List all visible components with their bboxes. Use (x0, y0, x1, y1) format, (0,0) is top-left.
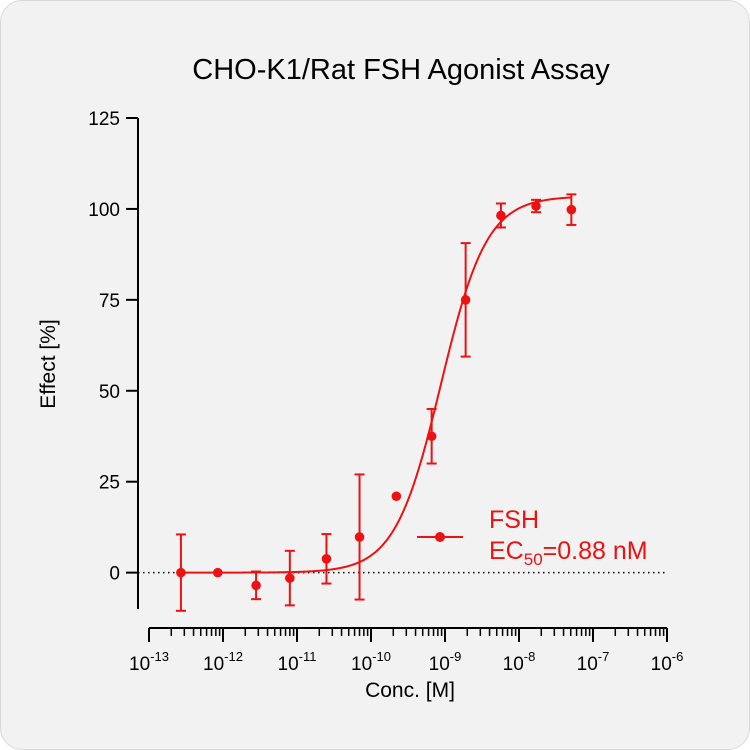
x-tick-base: 10 (503, 654, 524, 675)
data-point (496, 210, 506, 221)
ec50-value: =0.88 nM (543, 537, 648, 565)
data-point (391, 491, 402, 502)
y-tick-label: 100 (88, 200, 120, 221)
x-tick-exponent: -12 (224, 649, 243, 664)
y-tick-label: 0 (109, 564, 120, 585)
x-tick-base: 10 (651, 654, 672, 675)
x-tick-base: 10 (129, 654, 150, 675)
legend: FSH EC50=0.88 nM (417, 506, 648, 569)
x-tick-label: 10-13 (129, 649, 169, 675)
chart-title: CHO-K1/Rat FSH Agonist Assay (192, 54, 610, 86)
x-tick-base: 10 (203, 654, 224, 675)
ec50-prefix: EC (489, 537, 524, 565)
data-point (566, 204, 577, 215)
ec50-subscript: 50 (524, 550, 543, 569)
y-tick-label: 125 (88, 109, 120, 130)
data-points (175, 193, 577, 612)
x-tick-label: 10-8 (503, 649, 536, 675)
data-point (426, 431, 437, 442)
y-axis-label: Effect [%] (37, 319, 60, 409)
data-point (212, 567, 223, 578)
data-point (531, 201, 541, 211)
x-tick-label: 10-6 (651, 649, 684, 675)
x-tick-exponent: -9 (450, 649, 462, 664)
x-tick-exponent: -8 (524, 649, 536, 664)
x-tick-exponent: -10 (372, 649, 391, 664)
x-tick-label: 10-10 (351, 649, 391, 675)
x-axis-label: Conc. [M] (365, 679, 455, 702)
data-point (321, 554, 332, 564)
y-axis: 0 25 50 75 100 125 (88, 109, 139, 609)
x-tick-base: 10 (429, 654, 450, 675)
x-tick-label: 10-11 (278, 649, 317, 675)
x-tick-exponent: -13 (150, 649, 169, 664)
data-point (251, 580, 261, 591)
legend-point-marker (435, 532, 445, 542)
x-tick-exponent: -7 (598, 649, 610, 664)
x-axis: 10-13 10-12 10-11 10-10 10-9 10-8 10-7 10-6 (129, 627, 684, 675)
x-tick-base: 10 (278, 654, 299, 675)
x-tick-exponent: -11 (299, 649, 317, 664)
x-tick-base: 10 (351, 654, 372, 675)
legend-series-label: FSH (489, 506, 539, 534)
y-tick-label: 75 (99, 291, 120, 312)
x-tick-label: 10-12 (203, 649, 243, 675)
data-point (285, 573, 295, 583)
x-tick-base: 10 (577, 654, 598, 675)
x-tick-exponent: -6 (672, 649, 684, 664)
data-point (460, 295, 471, 305)
data-point (354, 532, 365, 542)
legend-ec50-label: EC50=0.88 nM (489, 537, 648, 569)
fit-curve (180, 196, 572, 574)
y-tick-label: 25 (99, 473, 120, 494)
y-tick-label: 50 (99, 382, 120, 403)
data-point (176, 567, 186, 578)
x-tick-label: 10-7 (577, 649, 610, 675)
x-tick-label: 10-9 (429, 649, 462, 675)
